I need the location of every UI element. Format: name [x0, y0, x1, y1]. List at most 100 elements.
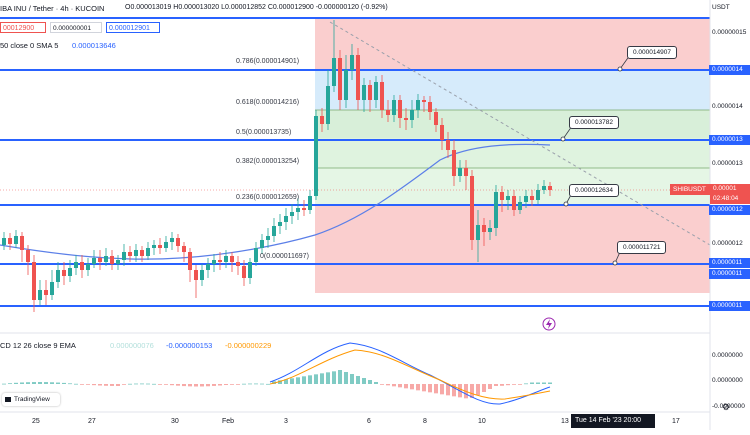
macd-histogram-bar: [68, 383, 72, 385]
macd-histogram-bar: [56, 382, 60, 384]
axis-label-14: 0.0000014: [712, 103, 743, 110]
axis-label-12: 0.0000012: [712, 240, 743, 247]
candle-body: [62, 270, 66, 276]
lightning-icon[interactable]: [542, 317, 556, 331]
candle-body: [176, 238, 180, 246]
candle-body: [422, 100, 426, 102]
macd-histogram-bar: [512, 384, 516, 385]
candle-body: [188, 252, 192, 270]
macd-histogram-bar: [254, 383, 258, 385]
macd-histogram-bar: [500, 384, 504, 386]
candle-body: [302, 208, 306, 210]
x-label-25: 25: [32, 418, 40, 425]
macd-histogram-bar: [104, 384, 108, 386]
candle-body: [128, 252, 132, 256]
macd-histogram-bar: [296, 377, 300, 384]
macd-legend-label[interactable]: CD 12 26 close 9 EMA: [0, 341, 76, 350]
macd-histogram-bar: [326, 372, 330, 384]
axis-label-1: 0.00000015: [712, 29, 747, 36]
candle-body: [80, 262, 84, 270]
macd-line-value: -0.000000153: [166, 341, 213, 350]
macd-axis-1: 0.0000000: [712, 352, 743, 359]
macd-histogram-bar: [26, 382, 30, 384]
macd-histogram-bar: [368, 380, 372, 384]
callout-13782[interactable]: 0.000013782: [569, 116, 619, 129]
x-label-feb: Feb: [222, 418, 235, 425]
macd-histogram-bar: [428, 384, 432, 393]
candle-body: [530, 196, 534, 200]
macd-histogram-bar: [170, 384, 174, 386]
candle-body: [86, 264, 90, 270]
x-label-13: 13: [561, 418, 569, 425]
macd-histogram-bar: [308, 375, 312, 384]
buy-price-box[interactable]: 0.000012901: [106, 22, 160, 33]
macd-histogram-bar: [224, 384, 228, 386]
fib-label-618: 0.618(0.000014216): [236, 99, 300, 106]
sell-price-box[interactable]: 00012900: [0, 22, 46, 33]
candle-body: [308, 196, 312, 210]
current-price-box: 0.00001 02:48:04: [710, 184, 750, 204]
candle-body: [452, 150, 456, 176]
macd-histogram-bar: [536, 382, 540, 384]
candle-body: [410, 110, 414, 120]
candle-body: [374, 82, 378, 100]
macd-histogram-bar: [338, 370, 342, 384]
candle-body: [14, 236, 18, 244]
macd-histogram-bar: [362, 378, 366, 384]
macd-histogram-bar: [122, 384, 126, 385]
macd-histogram-bar: [386, 384, 390, 386]
macd-histogram-bar: [416, 384, 420, 391]
candle-body: [512, 196, 516, 210]
macd-histogram-bar: [350, 374, 354, 384]
macd-histogram-bar: [176, 384, 180, 386]
macd-signal-value: -0.000000229: [225, 341, 272, 350]
candle-body: [68, 268, 72, 276]
candle-body: [140, 250, 144, 256]
candle-body: [314, 116, 318, 196]
currency-label[interactable]: USDT: [712, 4, 730, 11]
macd-histogram-bar: [410, 384, 414, 390]
tradingview-logo[interactable]: TradingView: [2, 393, 60, 406]
fib-label-236: 0.236(0.000012659): [236, 194, 300, 201]
candle-body: [230, 256, 234, 262]
macd-histogram-bar: [380, 384, 384, 385]
current-price-value: 0.00001: [713, 185, 737, 192]
settings-gear-icon[interactable]: ⚙: [722, 402, 731, 412]
macd-histogram-bar: [230, 384, 234, 385]
macd-histogram-bar: [320, 373, 324, 384]
candle-body: [392, 100, 396, 115]
x-label-10: 10: [478, 418, 486, 425]
candle-body: [290, 212, 294, 216]
green-zone-2: [315, 138, 710, 168]
candle-body: [146, 248, 150, 256]
macd-histogram-bar: [332, 371, 336, 384]
signal-line: [269, 349, 551, 400]
candle-body: [206, 264, 210, 270]
candle-body: [134, 250, 138, 256]
macd-histogram-bar: [440, 384, 444, 395]
macd-histogram-bar: [434, 384, 438, 394]
crosshair-time-label: Tue 14 Feb '23 20:00: [571, 414, 655, 428]
sma-legend-label[interactable]: 50 close 0 SMA 5: [0, 41, 59, 50]
candle-body: [116, 260, 120, 264]
candle-body: [74, 262, 78, 268]
candle-body: [398, 100, 402, 118]
axis-label-13: 0.0000013: [712, 160, 743, 167]
candle-body: [170, 238, 174, 242]
candle-body: [350, 55, 354, 70]
macd-histogram-bar: [116, 384, 120, 386]
macd-histogram-bar: [398, 384, 402, 388]
callout-12634[interactable]: 0.000012634: [569, 184, 619, 197]
candle-body: [494, 192, 498, 228]
macd-histogram-bar: [248, 383, 252, 385]
callout-11721[interactable]: 0.000011721: [617, 241, 667, 254]
symbol-title[interactable]: IBA INU / Tether · 4h · KUCOIN: [0, 4, 105, 13]
candle-body: [122, 252, 126, 260]
tradingview-logo-icon: [5, 397, 11, 402]
x-label-27: 27: [88, 418, 96, 425]
fib-label-382: 0.382(0.000013254): [236, 158, 300, 165]
green-zone-1: [315, 110, 710, 138]
callout-14907[interactable]: 0.000014907: [627, 46, 677, 59]
